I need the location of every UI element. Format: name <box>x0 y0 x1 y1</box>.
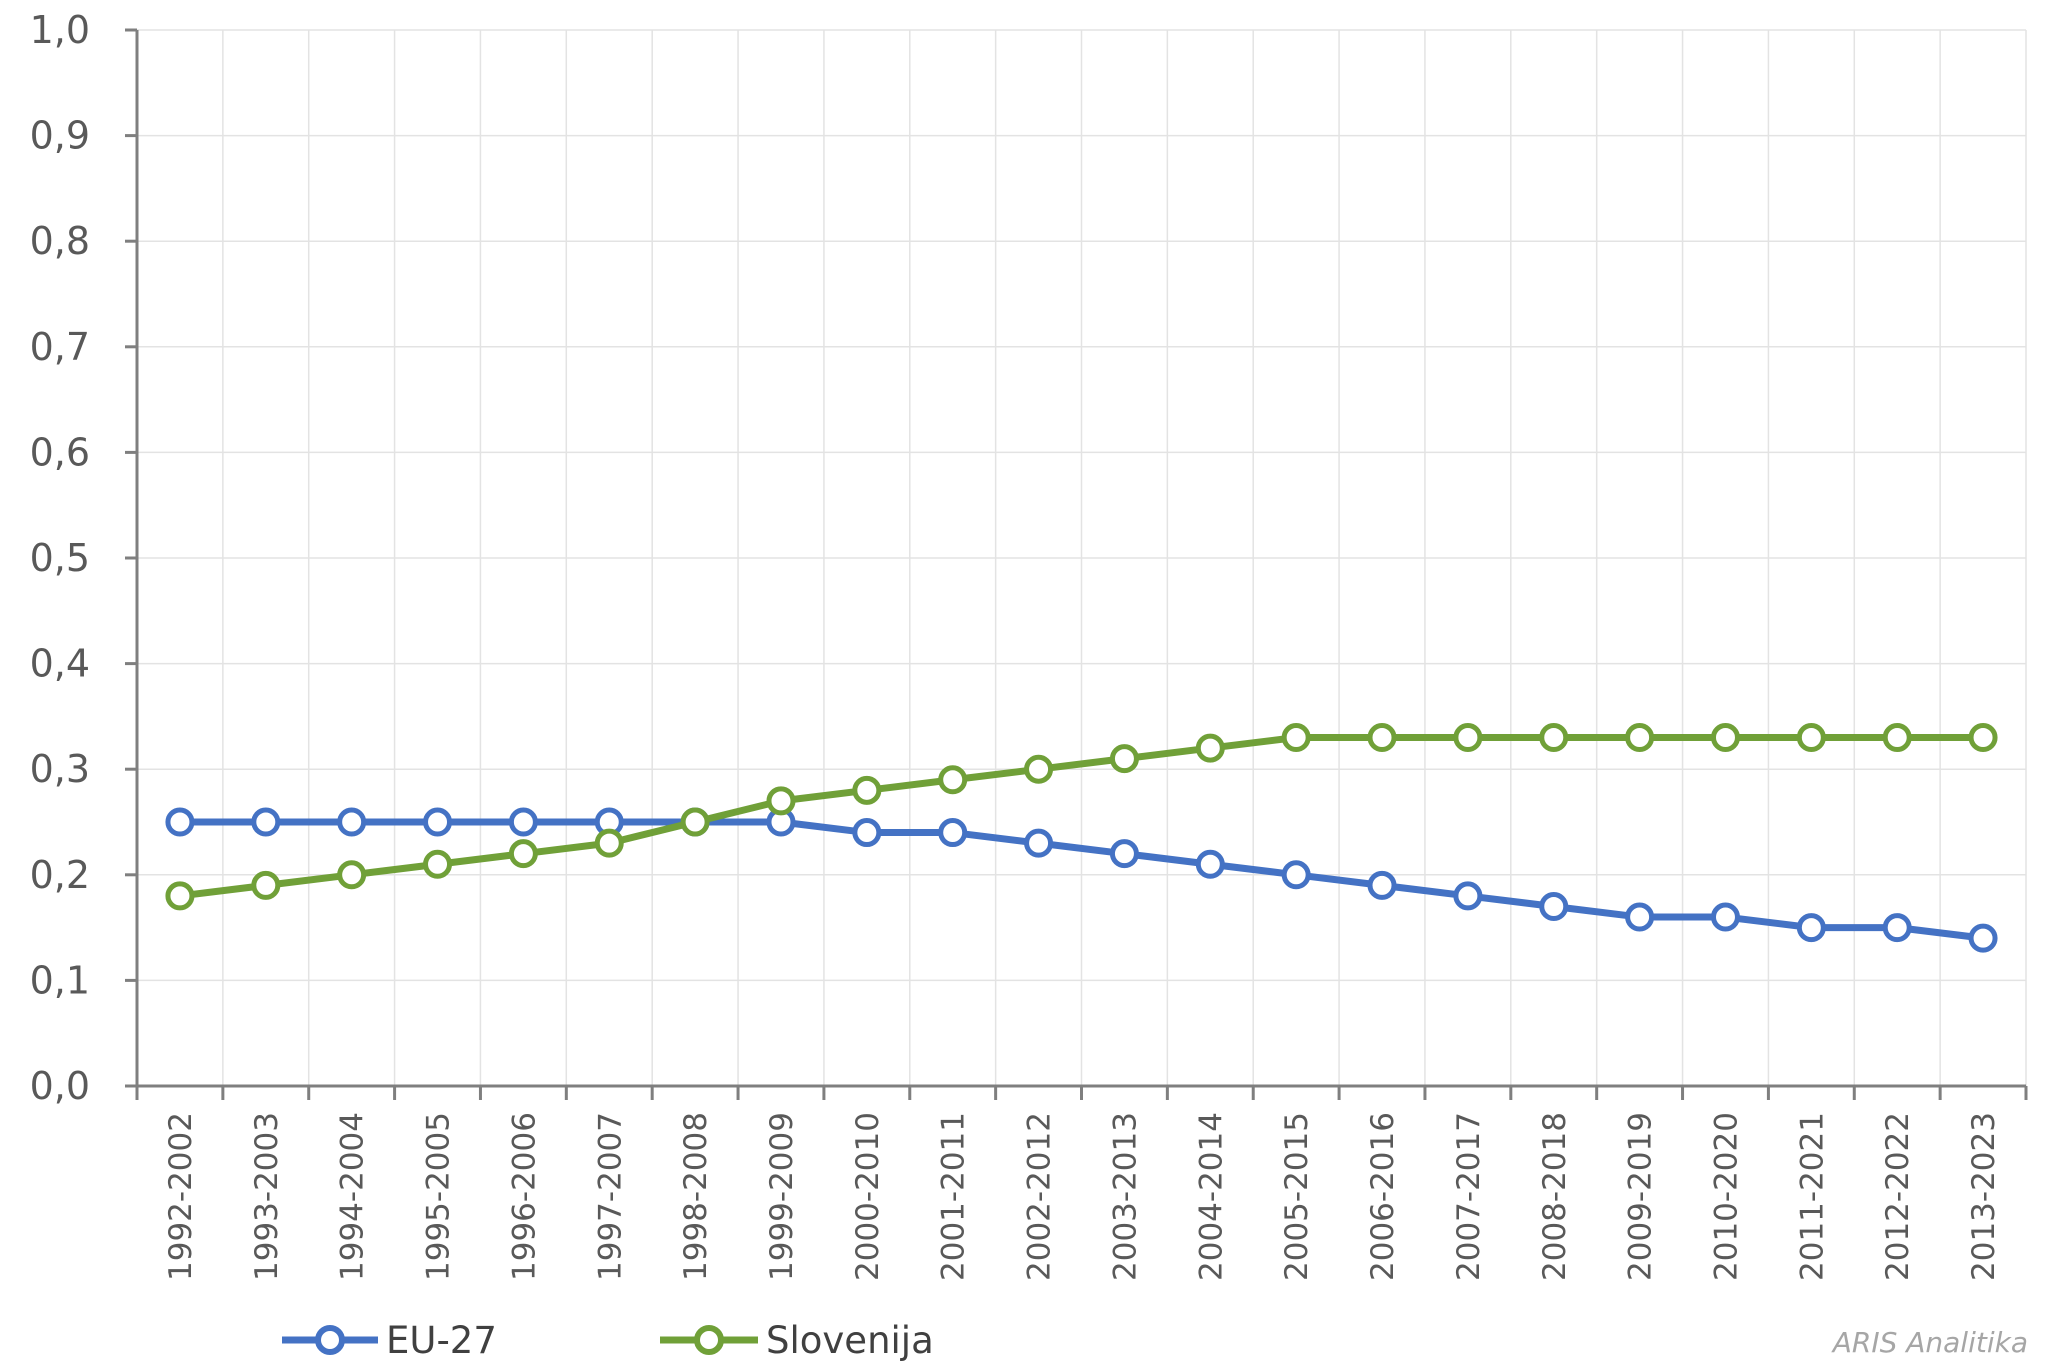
legend-marker-eu27 <box>315 1325 345 1355</box>
credit-label: ARIS Analitika <box>1831 1326 2028 1359</box>
data-point-slovenija <box>1539 723 1569 753</box>
x-tick-label: 1994-2004 <box>335 1112 371 1281</box>
x-tick-label: 2013-2023 <box>1966 1112 2002 1281</box>
data-point-eu27 <box>1882 913 1912 943</box>
data-series <box>165 723 1998 953</box>
y-axis-tick-labels: 0,0 0,1 0,2 0,3 0,4 0,5 0,6 0,7 0,8 0,9 1,0 <box>30 8 90 1108</box>
data-point-slovenija <box>251 870 281 900</box>
legend-label-eu27: EU-27 <box>386 1319 497 1362</box>
x-tick-label: 1996-2006 <box>506 1112 542 1281</box>
x-tick-label: 2002-2012 <box>1022 1112 1058 1281</box>
series-line-eu27 <box>179 818 1984 942</box>
y-tick-label: 0,2 <box>30 853 90 897</box>
y-tick-label: 0,8 <box>30 219 90 263</box>
legend: EU-27 Slovenija <box>282 1319 934 1362</box>
x-tick-label: 1992-2002 <box>163 1112 199 1281</box>
data-point-slovenija <box>1281 723 1311 753</box>
y-tick-label: 1,0 <box>30 8 90 52</box>
axes <box>125 28 2028 1100</box>
data-point-slovenija <box>337 860 367 890</box>
data-point-slovenija <box>594 828 624 858</box>
data-point-slovenija <box>1109 744 1139 774</box>
data-point-eu27 <box>1539 891 1569 921</box>
y-tick-label: 0,9 <box>30 114 90 158</box>
x-tick-label: 2011-2021 <box>1794 1112 1830 1281</box>
data-point-slovenija <box>423 849 453 879</box>
x-tick-label: 2012-2022 <box>1880 1112 1916 1281</box>
data-point-eu27 <box>1281 860 1311 890</box>
data-point-eu27 <box>1968 923 1998 953</box>
data-point-slovenija <box>1710 723 1740 753</box>
x-tick-label: 2004-2014 <box>1193 1112 1229 1281</box>
data-point-eu27 <box>1195 849 1225 879</box>
data-point-eu27 <box>508 807 538 837</box>
data-point-eu27 <box>423 807 453 837</box>
x-tick-label: 2006-2016 <box>1365 1112 1401 1281</box>
x-tick-label: 1998-2008 <box>678 1112 714 1281</box>
data-point-eu27 <box>165 807 195 837</box>
data-point-eu27 <box>251 807 281 837</box>
legend-item-eu27: EU-27 <box>282 1319 497 1362</box>
y-tick-label: 0,3 <box>30 747 90 791</box>
y-tick-label: 0,5 <box>30 536 90 580</box>
data-point-eu27 <box>938 818 968 848</box>
y-tick-label: 0,4 <box>30 642 90 686</box>
data-point-eu27 <box>1453 881 1483 911</box>
x-tick-label: 1995-2005 <box>421 1112 457 1281</box>
data-point-eu27 <box>1625 902 1655 932</box>
series-line-slovenija <box>179 734 1984 900</box>
data-point-eu27 <box>852 818 882 848</box>
x-tick-label: 2001-2011 <box>936 1112 972 1281</box>
x-tick-label: 2000-2010 <box>850 1112 886 1281</box>
data-point-slovenija <box>852 775 882 805</box>
data-point-slovenija <box>1796 723 1826 753</box>
x-tick-label: 1999-2009 <box>764 1112 800 1281</box>
data-point-slovenija <box>508 839 538 869</box>
data-point-slovenija <box>680 807 710 837</box>
legend-label-slovenija: Slovenija <box>766 1319 934 1362</box>
x-tick-label: 2009-2019 <box>1623 1112 1659 1281</box>
y-tick-label: 0,0 <box>30 1064 90 1108</box>
series-eu27 <box>165 807 1998 953</box>
data-point-eu27 <box>1710 902 1740 932</box>
legend-marker-slovenija <box>694 1325 724 1355</box>
x-tick-label: 2007-2017 <box>1451 1112 1487 1281</box>
x-tick-label: 2005-2015 <box>1279 1112 1315 1281</box>
data-point-eu27 <box>1024 828 1054 858</box>
gridlines <box>137 29 2027 1086</box>
x-tick-label: 1997-2007 <box>592 1112 628 1281</box>
x-axis-tick-labels: 1992-2002 1993-2003 1994-2004 1995-2005 1996… <box>163 1112 2002 1281</box>
data-point-slovenija <box>1453 723 1483 753</box>
data-point-slovenija <box>1195 733 1225 763</box>
data-point-slovenija <box>1625 723 1655 753</box>
x-tick-label: 2010-2020 <box>1708 1112 1744 1281</box>
x-tick-label: 2008-2018 <box>1537 1112 1573 1281</box>
x-tick-label: 2003-2013 <box>1107 1112 1143 1281</box>
data-point-slovenija <box>165 881 195 911</box>
data-point-slovenija <box>1367 723 1397 753</box>
data-point-eu27 <box>1109 839 1139 869</box>
data-point-eu27 <box>1367 870 1397 900</box>
y-tick-label: 0,1 <box>30 958 90 1002</box>
data-point-slovenija <box>938 765 968 795</box>
data-point-slovenija <box>766 786 796 816</box>
series-slovenija <box>165 723 1998 911</box>
data-point-slovenija <box>1024 754 1054 784</box>
data-point-eu27 <box>337 807 367 837</box>
data-point-eu27 <box>1796 913 1826 943</box>
data-point-slovenija <box>1968 723 1998 753</box>
x-tick-label: 1993-2003 <box>249 1112 285 1281</box>
data-point-slovenija <box>1882 723 1912 753</box>
y-tick-label: 0,7 <box>30 325 90 369</box>
legend-item-slovenija: Slovenija <box>660 1319 934 1362</box>
y-tick-label: 0,6 <box>30 430 90 474</box>
